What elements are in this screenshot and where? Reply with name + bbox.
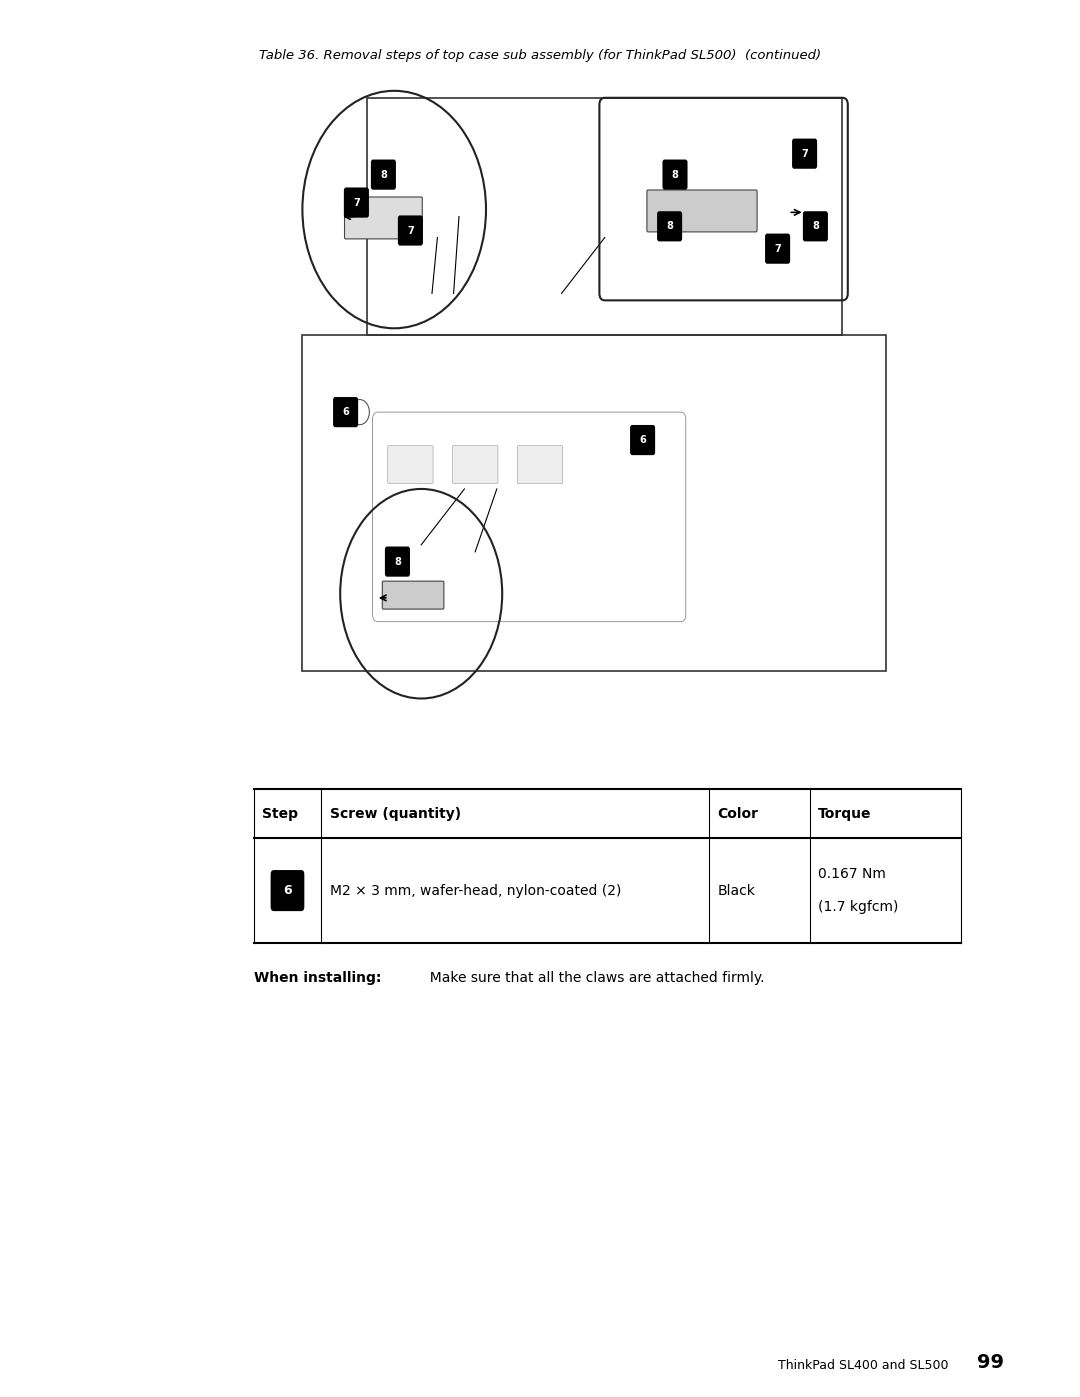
FancyBboxPatch shape <box>370 159 396 190</box>
Text: 8: 8 <box>672 169 678 180</box>
Text: 99: 99 <box>977 1352 1004 1372</box>
Text: 7: 7 <box>407 225 414 236</box>
FancyBboxPatch shape <box>382 581 444 609</box>
Text: 7: 7 <box>801 148 808 159</box>
Text: ThinkPad SL400 and SL500: ThinkPad SL400 and SL500 <box>778 1359 948 1372</box>
Text: When installing:: When installing: <box>254 971 381 985</box>
FancyBboxPatch shape <box>333 397 359 427</box>
Text: 8: 8 <box>380 169 387 180</box>
FancyBboxPatch shape <box>397 215 423 246</box>
FancyBboxPatch shape <box>630 425 656 455</box>
Text: 8: 8 <box>812 221 819 232</box>
Text: 8: 8 <box>666 221 673 232</box>
FancyBboxPatch shape <box>343 187 369 218</box>
Text: Color: Color <box>717 806 758 821</box>
Text: 0.167 Nm: 0.167 Nm <box>819 866 886 882</box>
Text: Table 36. Removal steps of top case sub assembly (for ThinkPad SL500)  (continue: Table 36. Removal steps of top case sub … <box>259 49 821 61</box>
FancyBboxPatch shape <box>765 233 791 264</box>
FancyBboxPatch shape <box>792 138 818 169</box>
Text: M2 × 3 mm, wafer-head, nylon-coated (2): M2 × 3 mm, wafer-head, nylon-coated (2) <box>329 883 621 898</box>
Text: 7: 7 <box>774 243 781 254</box>
Text: Black: Black <box>717 883 755 898</box>
Text: Step: Step <box>262 806 298 821</box>
Text: 6: 6 <box>342 407 349 418</box>
FancyBboxPatch shape <box>271 870 305 911</box>
Text: Make sure that all the claws are attached firmly.: Make sure that all the claws are attache… <box>421 971 765 985</box>
Text: 6: 6 <box>639 434 646 446</box>
FancyBboxPatch shape <box>802 211 828 242</box>
Text: 7: 7 <box>353 197 360 208</box>
FancyBboxPatch shape <box>384 546 410 577</box>
FancyBboxPatch shape <box>647 190 757 232</box>
FancyBboxPatch shape <box>517 446 563 483</box>
Text: Screw (quantity): Screw (quantity) <box>329 806 461 821</box>
FancyBboxPatch shape <box>662 159 688 190</box>
FancyBboxPatch shape <box>657 211 683 242</box>
Text: 8: 8 <box>394 556 401 567</box>
Text: Torque: Torque <box>819 806 872 821</box>
FancyBboxPatch shape <box>388 446 433 483</box>
Text: (1.7 kgfcm): (1.7 kgfcm) <box>819 900 899 915</box>
Text: 6: 6 <box>283 884 292 897</box>
FancyBboxPatch shape <box>345 197 422 239</box>
FancyBboxPatch shape <box>453 446 498 483</box>
